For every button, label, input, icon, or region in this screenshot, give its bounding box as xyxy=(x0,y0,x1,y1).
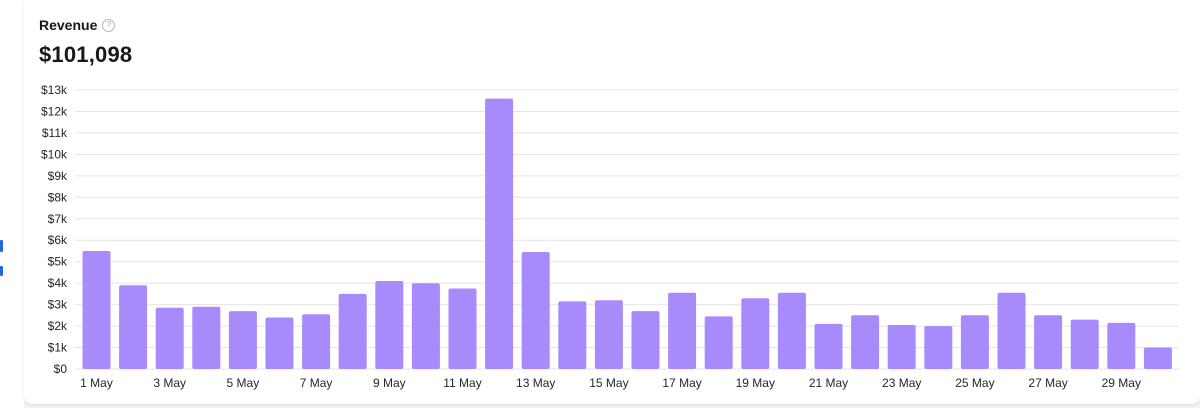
y-tick-label: $2k xyxy=(48,319,68,333)
x-tick-label: 27 May xyxy=(1028,376,1067,390)
bar[interactable] xyxy=(1034,315,1063,369)
bar[interactable] xyxy=(521,252,550,369)
bar[interactable] xyxy=(119,285,148,369)
x-tick-label: 9 May xyxy=(373,376,406,390)
y-tick-label: $7k xyxy=(48,212,68,226)
bar[interactable] xyxy=(594,300,623,369)
bar[interactable] xyxy=(558,301,587,369)
y-tick-label: $4k xyxy=(48,276,68,290)
x-tick-label: 15 May xyxy=(589,376,628,390)
bar[interactable] xyxy=(1107,322,1136,369)
y-tick-label: $1k xyxy=(48,341,68,355)
grid-lines xyxy=(75,89,1179,370)
bar[interactable] xyxy=(448,288,477,370)
x-tick-label: 7 May xyxy=(300,376,333,390)
x-tick-label: 23 May xyxy=(882,376,921,390)
y-tick-label: $8k xyxy=(48,190,68,204)
x-tick-label: 29 May xyxy=(1102,376,1141,390)
bars xyxy=(82,98,1172,370)
bar[interactable] xyxy=(302,314,331,369)
bar[interactable] xyxy=(777,292,806,369)
bar[interactable] xyxy=(887,325,916,369)
bar[interactable] xyxy=(1143,347,1172,370)
bar[interactable] xyxy=(631,311,660,369)
y-tick-label: $0 xyxy=(54,362,68,376)
bar[interactable] xyxy=(265,317,294,370)
edge-link-mark[interactable] xyxy=(0,266,3,276)
bar[interactable] xyxy=(411,283,440,369)
bar[interactable] xyxy=(997,292,1026,369)
y-tick-label: $3k xyxy=(48,298,68,312)
y-tick-label: $10k xyxy=(41,147,68,161)
x-tick-label: 5 May xyxy=(227,376,260,390)
bar[interactable] xyxy=(1070,319,1099,369)
y-tick-label: $12k xyxy=(41,104,68,118)
x-axis-labels: 1 May 3 May 5 May 7 May 9 May 11 May 13 May 15 … xyxy=(80,376,1141,390)
y-axis-labels: $0 $1k $2k $3k $4k $5k $6k $7k $8k $9k $10k $11k $12… xyxy=(41,83,68,376)
bar[interactable] xyxy=(228,311,257,369)
bar[interactable] xyxy=(668,292,697,369)
bar[interactable] xyxy=(814,323,843,369)
y-tick-label: $11k xyxy=(42,126,68,140)
bar[interactable] xyxy=(741,298,770,369)
revenue-bar-chart: $0 $1k $2k $3k $4k $5k $6k $7k $8k $9k $10k $11k $12… xyxy=(41,83,1179,390)
left-panel-edge xyxy=(0,0,24,408)
bar[interactable] xyxy=(485,98,514,369)
x-tick-label: 11 May xyxy=(443,376,481,390)
x-tick-label: 21 May xyxy=(809,376,848,390)
x-tick-label: 1 May xyxy=(80,376,113,390)
bar[interactable] xyxy=(924,326,953,369)
bar[interactable] xyxy=(851,315,880,369)
bar[interactable] xyxy=(82,251,111,369)
bar[interactable] xyxy=(960,315,989,369)
x-tick-label: 17 May xyxy=(662,376,701,390)
bar[interactable] xyxy=(338,293,367,369)
x-tick-label: 13 May xyxy=(516,376,555,390)
y-tick-label: $13k xyxy=(41,83,68,97)
y-tick-label: $6k xyxy=(48,233,68,247)
bar[interactable] xyxy=(155,307,184,369)
revenue-total: $101,098 xyxy=(39,42,133,67)
bar[interactable] xyxy=(192,306,221,369)
bar[interactable] xyxy=(704,316,733,369)
edge-link-mark[interactable] xyxy=(0,240,3,252)
bar[interactable] xyxy=(375,281,404,369)
card-title: Revenue xyxy=(39,17,98,33)
card-header: Revenue ? xyxy=(39,17,116,33)
x-tick-label: 3 May xyxy=(153,376,186,390)
x-tick-label: 19 May xyxy=(736,376,775,390)
x-tick-label: 25 May xyxy=(955,376,994,390)
question-circle-icon[interactable]: ? xyxy=(102,18,116,32)
y-tick-label: $5k xyxy=(48,255,68,269)
y-tick-label: $9k xyxy=(48,169,68,183)
revenue-card: Revenue ? $101,098 $0 $1k $2k $3k $4k $5k $6k $… xyxy=(24,0,1200,404)
